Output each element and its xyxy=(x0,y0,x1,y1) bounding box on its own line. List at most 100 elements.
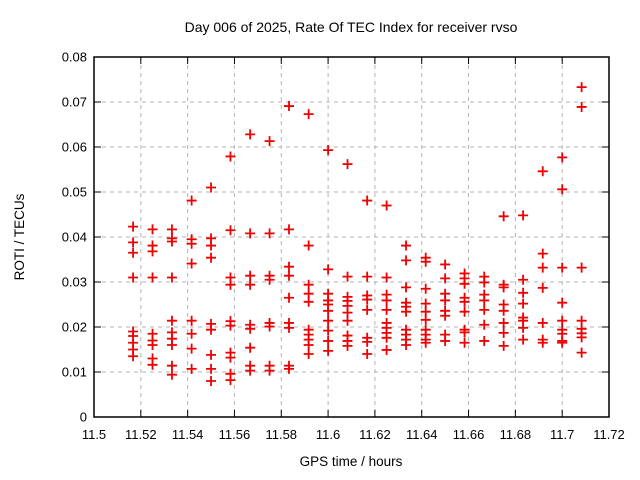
data-point-marker xyxy=(323,315,334,326)
data-point-marker xyxy=(283,292,294,303)
data-point-marker xyxy=(362,349,373,359)
data-point-marker xyxy=(459,306,470,317)
data-point-marker xyxy=(362,336,373,347)
data-point-marker xyxy=(420,314,431,325)
data-point-marker xyxy=(264,321,275,332)
data-point-marker xyxy=(420,256,431,267)
data-point-marker xyxy=(147,224,158,235)
data-point-marker xyxy=(342,159,353,170)
data-point-marker xyxy=(381,272,392,283)
data-point-marker xyxy=(186,315,197,326)
data-point-marker xyxy=(420,337,431,348)
data-point-marker xyxy=(245,342,256,353)
data-point-marker xyxy=(537,248,548,259)
data-point-marker xyxy=(303,349,314,359)
data-point-marker xyxy=(557,315,568,326)
data-point-marker xyxy=(166,315,177,326)
data-point-marker xyxy=(283,261,294,272)
data-point-marker xyxy=(283,363,294,374)
data-point-marker xyxy=(283,270,294,281)
data-point-marker xyxy=(518,334,529,345)
x-tick-label: 11.52 xyxy=(125,427,157,442)
data-points-layer xyxy=(128,82,587,386)
y-tick-label: 0.05 xyxy=(62,185,87,200)
data-point-marker xyxy=(459,337,470,348)
y-tick-label: 0.06 xyxy=(62,140,87,155)
data-point-marker xyxy=(283,322,294,333)
x-axis-label: GPS time / hours xyxy=(300,454,403,469)
data-point-marker xyxy=(128,351,139,362)
x-tick-label: 11.66 xyxy=(453,427,485,442)
data-point-marker xyxy=(381,200,392,211)
data-point-marker xyxy=(206,182,217,193)
data-point-marker xyxy=(323,145,334,156)
data-point-marker xyxy=(147,359,158,370)
data-point-marker xyxy=(245,365,256,376)
data-point-marker xyxy=(401,255,412,266)
data-point-marker xyxy=(283,101,294,112)
data-point-marker xyxy=(576,82,587,93)
data-point-marker xyxy=(166,369,177,380)
data-point-marker xyxy=(206,240,217,251)
x-tick-label: 11.7 xyxy=(550,427,574,442)
y-tick-label: 0.08 xyxy=(62,50,87,65)
plot-frame xyxy=(93,56,610,418)
data-point-marker xyxy=(537,317,548,328)
data-point-marker xyxy=(186,238,197,249)
data-point-marker xyxy=(225,151,236,162)
data-point-marker xyxy=(537,337,548,348)
data-point-marker xyxy=(576,332,587,343)
data-point-marker xyxy=(362,195,373,206)
data-point-marker xyxy=(479,319,490,330)
y-tick-label: 0.07 xyxy=(62,95,87,110)
data-point-marker xyxy=(557,262,568,273)
data-point-marker xyxy=(225,375,236,386)
data-point-marker xyxy=(206,349,217,360)
data-point-marker xyxy=(264,274,275,285)
x-tick-label: 11.6 xyxy=(316,427,340,442)
data-point-marker xyxy=(557,297,568,308)
data-point-marker xyxy=(420,283,431,294)
data-point-marker xyxy=(498,305,509,316)
data-point-marker xyxy=(245,129,256,140)
data-point-marker xyxy=(342,315,353,326)
data-point-marker xyxy=(498,327,509,338)
data-point-marker xyxy=(128,237,139,248)
data-point-marker xyxy=(206,363,217,374)
data-point-marker xyxy=(186,343,197,354)
data-point-marker xyxy=(303,240,314,251)
data-point-marker xyxy=(362,304,373,315)
data-point-marker xyxy=(401,240,412,251)
data-point-marker xyxy=(206,376,217,386)
data-point-marker xyxy=(479,304,490,315)
data-point-marker xyxy=(381,332,392,343)
y-tick-label: 0 xyxy=(80,410,87,425)
data-point-marker xyxy=(459,327,470,338)
x-tick-label: 11.68 xyxy=(500,427,532,442)
data-point-marker xyxy=(264,228,275,239)
data-point-marker xyxy=(128,221,139,232)
tick-label-layer: 11.5 11.52 11.54 11.56 11.58 11.6 11.62 11.64 11… xyxy=(62,50,625,443)
data-point-marker xyxy=(245,228,256,239)
data-point-marker xyxy=(303,109,314,120)
x-tick-label: 11.72 xyxy=(593,427,625,442)
data-point-marker xyxy=(479,277,490,288)
data-point-marker xyxy=(557,184,568,195)
data-point-marker xyxy=(245,270,256,281)
data-point-marker xyxy=(576,101,587,112)
data-point-marker xyxy=(576,262,587,273)
data-point-marker xyxy=(225,352,236,363)
data-point-marker xyxy=(264,365,275,376)
x-tick-label: 11.54 xyxy=(172,427,204,442)
y-tick-label: 0.02 xyxy=(62,320,87,335)
data-point-marker xyxy=(401,282,412,293)
data-point-marker xyxy=(342,271,353,282)
data-point-marker xyxy=(186,195,197,206)
data-point-marker xyxy=(147,272,158,283)
data-point-marker xyxy=(537,262,548,273)
data-point-marker xyxy=(362,271,373,282)
data-point-marker xyxy=(166,236,177,247)
data-point-marker xyxy=(303,296,314,307)
